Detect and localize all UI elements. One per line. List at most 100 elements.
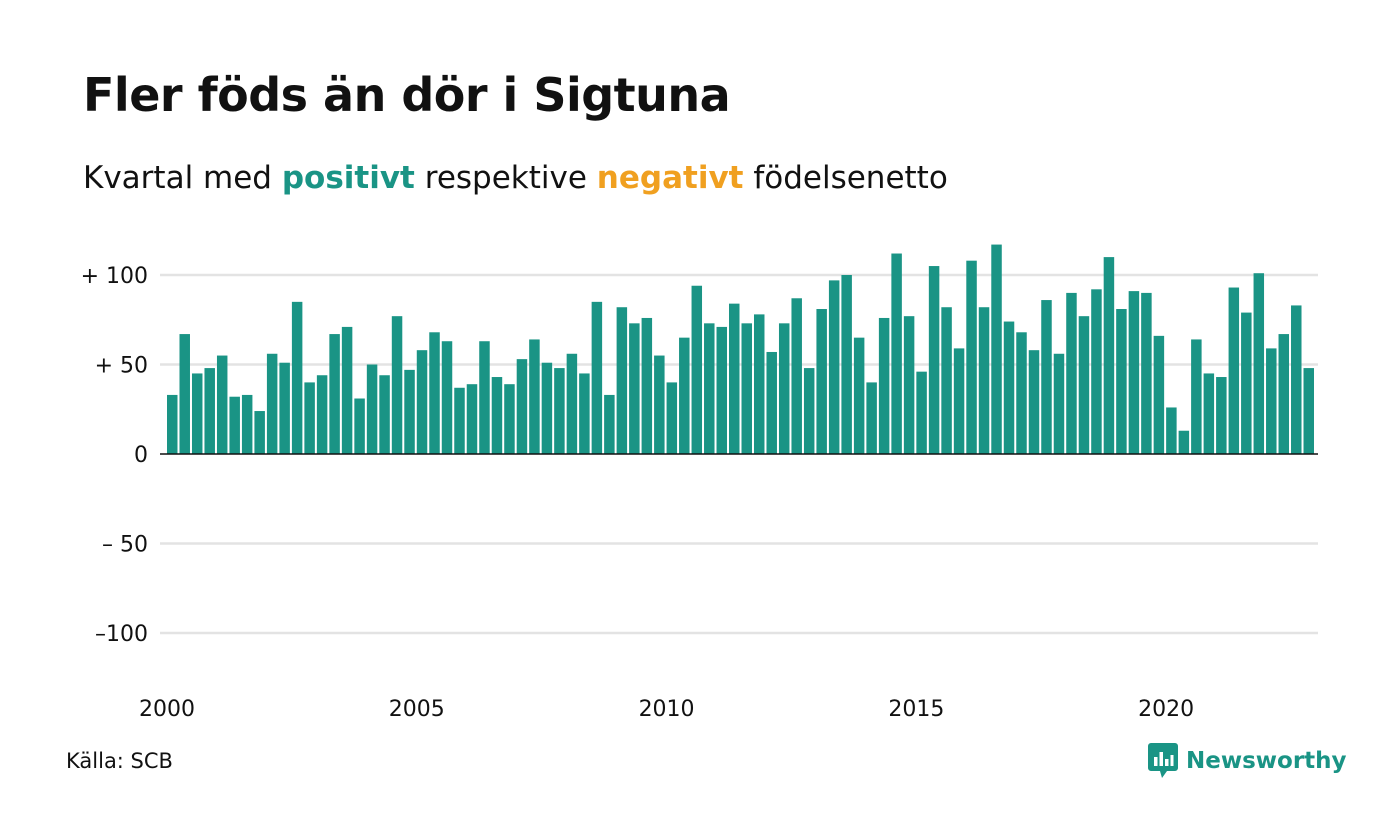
bar [416,350,428,454]
bar [1103,257,1115,454]
bar [1278,334,1290,454]
bar [616,307,628,454]
bar [441,341,453,454]
bar [566,353,578,454]
bar [953,348,965,454]
bar [791,298,802,454]
bar [866,382,877,454]
bar [679,337,690,454]
bar [1166,407,1177,454]
bar [1178,430,1190,454]
bar [1266,348,1277,454]
bar [466,384,478,454]
bar [816,309,827,454]
bar [179,334,190,454]
bar [1003,321,1015,454]
bar [991,244,1002,454]
bar [966,260,977,454]
bar [753,314,765,454]
chart-title: Fler föds än dör i Sigtuna [83,68,731,122]
bar [641,317,653,454]
bar [1078,316,1090,454]
bar [1291,305,1302,454]
bar [391,316,403,454]
bar [1041,300,1052,454]
x-tick-label: 2000 [139,697,195,722]
bar [878,317,890,454]
bar [1066,292,1077,454]
x-tick-label: 2005 [389,697,445,722]
y-tick-label: + 100 [81,264,148,289]
bar [1303,368,1314,454]
bar [291,301,303,454]
bar [928,266,940,454]
bar [404,369,415,454]
bar [1216,377,1227,454]
bar [167,394,178,454]
subtitle-positive: positivt [281,160,415,196]
bar [1116,309,1127,454]
brand-logo: Newsworthy [1148,742,1347,780]
bar [604,394,615,454]
bar [479,341,490,454]
bar [1241,312,1252,454]
bar [579,373,590,454]
newsworthy-logo-icon [1148,743,1178,778]
bar [666,382,678,454]
bar [541,362,553,454]
bar [978,307,990,454]
bar [903,316,915,454]
subtitle-suffix: födelsenetto [753,160,948,196]
bar [853,337,865,454]
bar [941,307,952,454]
subtitle-negative: negativt [596,160,744,196]
bar [1028,350,1040,454]
bar [1128,291,1140,454]
bar [803,368,815,454]
brand-name: Newsworthy [1186,748,1347,774]
bar [279,362,290,454]
bar [1016,332,1027,454]
bar [354,398,365,454]
bar [429,332,440,454]
bar [304,382,315,454]
bar [629,323,640,454]
bar [828,280,840,454]
bar [591,301,603,454]
bar [1091,289,1102,454]
bar [529,339,540,454]
bar [891,253,902,454]
bar [766,351,777,454]
bar [654,355,665,454]
bar [254,411,265,454]
bar [729,303,740,454]
bar [554,368,565,454]
bar [216,355,228,454]
x-tick-label: 2015 [888,697,944,722]
bar [841,275,852,454]
bar [704,323,715,454]
bar [366,364,378,454]
bar [316,375,328,454]
bar [778,323,790,454]
bar [504,384,515,454]
bar [516,359,528,454]
bar [1141,292,1152,454]
x-tick-label: 2020 [1138,697,1194,722]
bar [266,353,278,454]
bar [329,334,340,454]
y-tick-label: –100 [95,622,148,647]
y-tick-label: + 50 [95,354,148,379]
bar [191,373,203,454]
bar [1203,373,1215,454]
y-tick-label: 0 [134,443,148,468]
bar [379,375,390,454]
bar [1253,273,1265,454]
x-tick-label: 2010 [639,697,695,722]
bar [341,326,353,454]
bar [916,371,927,454]
bar [241,394,253,454]
bar [454,387,465,454]
subtitle-prefix: Kvartal med [83,160,272,196]
